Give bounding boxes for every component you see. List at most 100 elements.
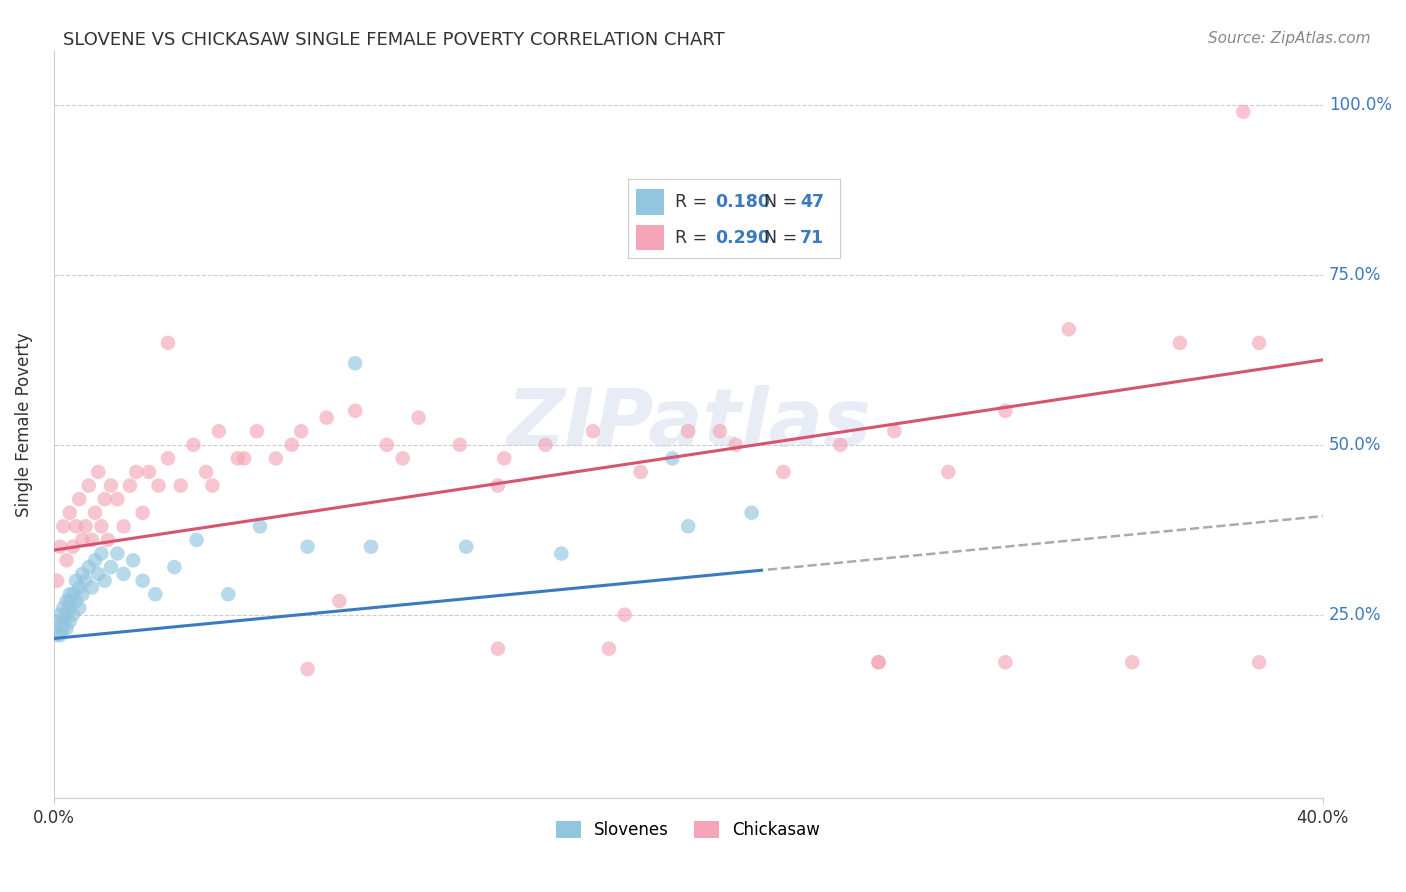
Point: [52, 621, 75, 635]
Point: [994, 404, 1017, 418]
Point: [59, 587, 82, 601]
Point: [118, 478, 141, 492]
Point: [391, 451, 413, 466]
Point: [52, 600, 75, 615]
Point: [55, 607, 77, 622]
Point: [249, 519, 271, 533]
Point: [226, 451, 249, 466]
Point: [494, 451, 516, 466]
Text: 75.0%: 75.0%: [1329, 266, 1381, 284]
Point: [65, 574, 87, 588]
Point: [75, 574, 97, 588]
Point: [1232, 104, 1254, 119]
Point: [105, 492, 128, 507]
Point: [143, 587, 166, 601]
Point: [217, 587, 239, 601]
Point: [280, 438, 302, 452]
Point: [582, 424, 605, 438]
Point: [534, 438, 557, 452]
Point: [125, 465, 148, 479]
Point: [360, 540, 382, 554]
Point: [598, 641, 620, 656]
Point: [170, 478, 193, 492]
Point: [550, 547, 572, 561]
Point: [186, 533, 208, 547]
Point: [65, 594, 87, 608]
Point: [65, 519, 87, 533]
Text: 0.180: 0.180: [716, 193, 770, 211]
Point: [84, 553, 107, 567]
Point: [59, 594, 82, 608]
Point: [67, 492, 90, 507]
Point: [87, 566, 110, 581]
Point: [183, 438, 205, 452]
Point: [112, 566, 135, 581]
Y-axis label: Single Female Poverty: Single Female Poverty: [15, 332, 32, 516]
Point: [62, 607, 84, 622]
Text: 25.0%: 25.0%: [1329, 606, 1382, 624]
Point: [131, 574, 153, 588]
Point: [55, 594, 77, 608]
Point: [830, 438, 852, 452]
Point: [67, 600, 90, 615]
Point: [630, 465, 652, 479]
Point: [676, 424, 699, 438]
Point: [486, 478, 509, 492]
Point: [105, 547, 128, 561]
Point: [62, 587, 84, 601]
Point: [87, 465, 110, 479]
Point: [163, 560, 186, 574]
Point: [1121, 655, 1143, 669]
Point: [449, 438, 471, 452]
Text: SLOVENE VS CHICKASAW SINGLE FEMALE POVERTY CORRELATION CHART: SLOVENE VS CHICKASAW SINGLE FEMALE POVER…: [63, 31, 725, 49]
Point: [246, 424, 269, 438]
Point: [676, 519, 699, 533]
Text: N =: N =: [763, 228, 803, 246]
Point: [408, 410, 430, 425]
Text: 100.0%: 100.0%: [1329, 96, 1392, 114]
Point: [59, 600, 82, 615]
Point: [772, 465, 794, 479]
Point: [661, 451, 683, 466]
Point: [131, 506, 153, 520]
Point: [195, 465, 218, 479]
Point: [77, 478, 100, 492]
Point: [52, 615, 75, 629]
Point: [77, 560, 100, 574]
Point: [46, 615, 69, 629]
Point: [157, 451, 180, 466]
Point: [90, 519, 112, 533]
Point: [49, 621, 72, 635]
Text: R =: R =: [675, 193, 713, 211]
Point: [233, 451, 256, 466]
Point: [344, 356, 367, 370]
Point: [62, 540, 84, 554]
Point: [59, 506, 82, 520]
Point: [59, 615, 82, 629]
Text: ZIPatlas: ZIPatlas: [506, 385, 870, 464]
Point: [456, 540, 478, 554]
Point: [157, 335, 180, 350]
Point: [122, 553, 145, 567]
Point: [72, 587, 94, 601]
Point: [138, 465, 160, 479]
Point: [709, 424, 731, 438]
Point: [100, 478, 122, 492]
Point: [1168, 335, 1191, 350]
Point: [486, 641, 509, 656]
Point: [112, 519, 135, 533]
Point: [100, 560, 122, 574]
Point: [208, 424, 231, 438]
Point: [90, 547, 112, 561]
Point: [72, 533, 94, 547]
Legend: Slovenes, Chickasaw: Slovenes, Chickasaw: [550, 814, 827, 846]
Point: [55, 621, 77, 635]
Point: [375, 438, 398, 452]
Point: [264, 451, 287, 466]
Text: N =: N =: [763, 193, 803, 211]
Point: [868, 655, 890, 669]
Point: [201, 478, 224, 492]
Point: [80, 581, 103, 595]
Point: [290, 424, 312, 438]
Point: [84, 506, 107, 520]
